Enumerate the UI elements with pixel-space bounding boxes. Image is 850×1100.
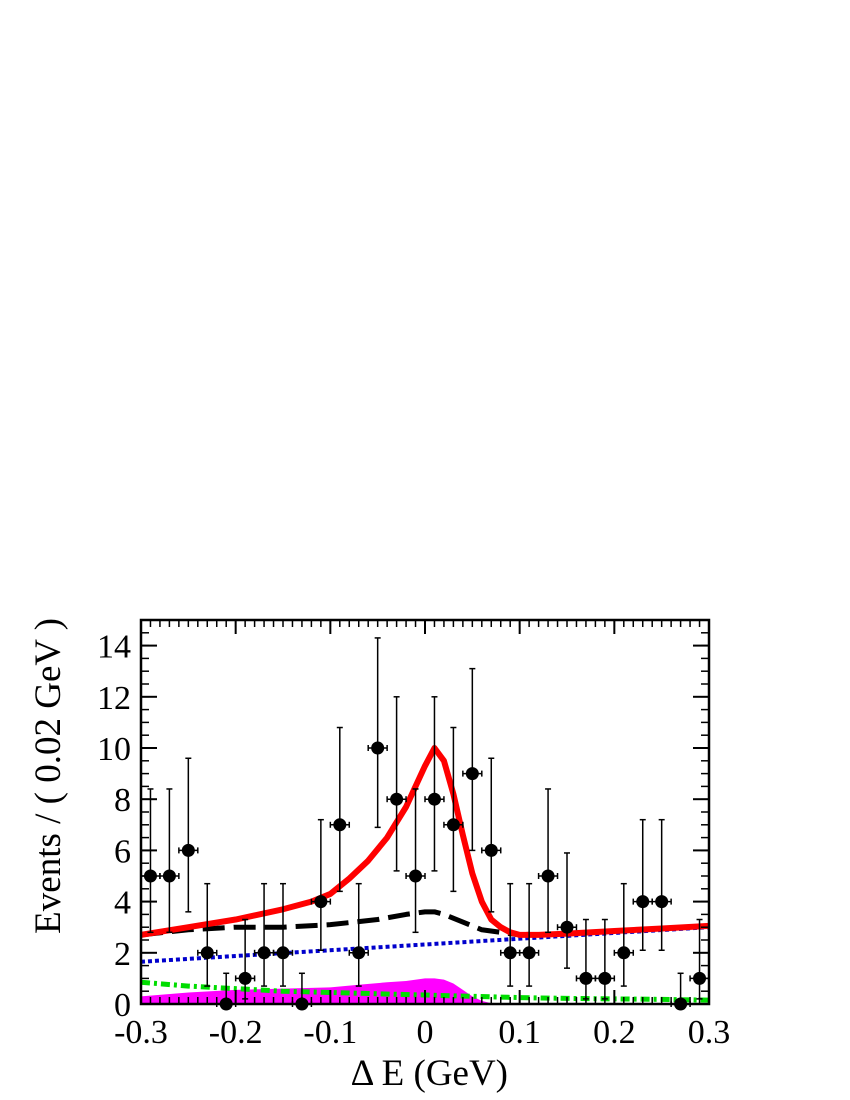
data-point (140, 788, 161, 934)
x-tick-label: 0.1 (498, 1014, 541, 1051)
data-point (253, 882, 275, 987)
data-point-marker (238, 971, 252, 985)
data-point (197, 882, 218, 987)
data-point-marker (143, 869, 157, 883)
data-point-marker (522, 946, 536, 960)
data-point-marker (333, 818, 347, 832)
dashed-component-curve (140, 909, 539, 938)
data-point-marker (655, 895, 669, 909)
data-point (310, 818, 332, 951)
x-tick-label: 0.2 (593, 1014, 636, 1051)
data-point (178, 757, 199, 913)
data-point-marker (181, 843, 195, 857)
data-point-marker (484, 843, 498, 857)
y-tick-label: 6 (114, 833, 131, 870)
data-point-marker (257, 946, 271, 960)
data-points-layer (140, 637, 710, 1011)
data-point-marker (314, 895, 328, 909)
x-tick-label: 0 (417, 1014, 434, 1051)
y-axis-label: Events / ( 0.02 GeV ) (28, 618, 69, 934)
data-point-marker (200, 946, 214, 960)
dotted-component-curve (140, 925, 710, 964)
axis-ticks-layer: -0.3 -0.2 -0.1 0 0.1 0.2 0.3 0 2 4 6 8 10 12 14 (97, 619, 731, 1051)
data-point-marker (541, 869, 555, 883)
data-point (443, 726, 464, 893)
data-point-marker (276, 946, 290, 960)
data-point (272, 882, 294, 987)
data-point (405, 788, 426, 934)
data-point (556, 852, 578, 969)
y-tick-label: 2 (114, 936, 131, 973)
data-point-marker (579, 971, 593, 985)
data-point (537, 788, 559, 934)
data-point (348, 882, 369, 987)
data-point-marker (617, 946, 631, 960)
data-point (689, 918, 710, 1000)
data-point-marker (352, 946, 366, 960)
x-tick-label: -0.2 (209, 1014, 263, 1051)
data-point-marker (636, 895, 650, 909)
data-point (613, 882, 635, 987)
data-point-marker (560, 920, 574, 934)
y-tick-label: 12 (97, 680, 131, 717)
data-point (424, 696, 445, 872)
data-point-marker (465, 767, 479, 781)
data-point-marker (162, 869, 176, 883)
data-point (481, 757, 502, 913)
data-point-marker (693, 971, 707, 985)
data-point (594, 918, 616, 1000)
y-tick-label: 14 (97, 629, 131, 666)
data-point-marker (390, 792, 404, 806)
data-point (651, 818, 672, 951)
data-point (329, 726, 351, 893)
data-point (367, 637, 388, 829)
data-point (518, 882, 540, 987)
data-point (632, 818, 653, 951)
data-point (159, 788, 180, 934)
data-point (234, 918, 256, 1000)
x-tick-label: -0.1 (303, 1014, 357, 1051)
y-tick-label: 4 (114, 885, 131, 922)
y-tick-label: 10 (97, 731, 131, 768)
x-tick-label: 0.3 (688, 1014, 731, 1051)
data-point-marker (446, 818, 460, 832)
data-point-marker (371, 741, 385, 755)
data-point (575, 918, 597, 1000)
data-point (462, 667, 483, 852)
x-tick-label: -0.3 (114, 1014, 168, 1051)
data-point-marker (598, 971, 612, 985)
data-point (499, 882, 521, 987)
x-axis-label: Δ E (GeV) (351, 1053, 508, 1094)
data-point-marker (427, 792, 441, 806)
data-point (386, 696, 407, 872)
y-tick-label: 8 (114, 782, 131, 819)
y-tick-label: 0 (114, 987, 131, 1024)
data-point-marker (409, 869, 423, 883)
data-point-marker (503, 946, 517, 960)
